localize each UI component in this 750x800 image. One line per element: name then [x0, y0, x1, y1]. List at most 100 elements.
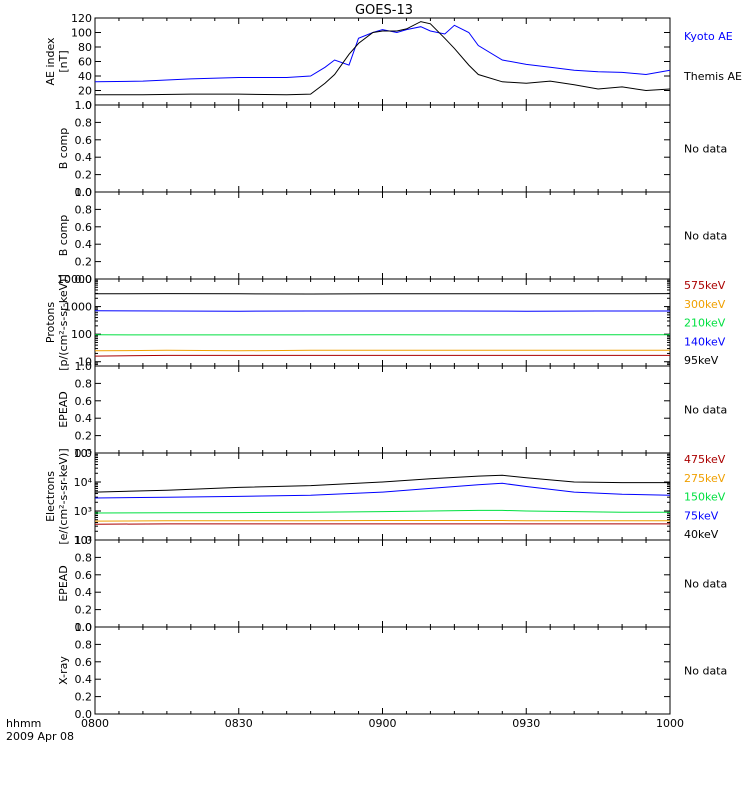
panel-bcomp2: 0.0 0.2 0.4 0.6 0.8 1.0 B comp No data: [57, 186, 727, 286]
y-tick-label: 0.6: [75, 221, 93, 234]
y-tick-label: 10⁴: [74, 476, 93, 489]
no-data-label: No data: [684, 143, 727, 156]
y-axis-label: EPEAD: [57, 391, 70, 428]
y-tick-label: 1.0: [75, 360, 93, 373]
y-tick-label: 1.0: [75, 99, 93, 112]
y-tick-label: 0: [85, 99, 92, 112]
y-axis-label: Protons: [44, 302, 57, 343]
panel-frame: [94, 626, 671, 715]
panel-xray: 0.0 0.2 0.4 0.6 0.8 1.0 X-ray No data: [57, 621, 727, 721]
panel-frame: [94, 452, 671, 541]
y-tick-label: 0.2: [75, 169, 93, 182]
y-tick-label: 0.0: [75, 708, 93, 721]
panel-electrons: 10² 10³ 10⁴ 10⁵ Electrons [e/(cm²-s-sr-keV)] 4…: [44, 447, 726, 547]
y-tick-label: 0.8: [75, 116, 93, 129]
x-tick-label: 0830: [225, 717, 253, 730]
legend-entry: 75keV: [684, 509, 719, 522]
y-tick-label: 0.8: [75, 551, 93, 564]
series-line-kyoto-ae: [94, 24, 671, 83]
x-tick-label: 0800: [81, 717, 109, 730]
series-line-themis-ae: [95, 21, 671, 96]
y-tick-label: 0.4: [75, 412, 93, 425]
y-tick-label: 10000: [57, 273, 92, 286]
legend-entry: Themis AE: [683, 70, 742, 83]
series-line-300kev: [94, 349, 670, 352]
panel-epead1: 0.0 0.2 0.4 0.6 0.8 1.0 EPEAD No data: [57, 360, 727, 460]
y-tick-label: 1.0: [75, 186, 93, 199]
series-line-575kev: [94, 354, 670, 357]
legend-entry: 575keV: [684, 279, 726, 292]
y-tick-label: 100: [71, 328, 92, 341]
figure-title: GOES-13: [355, 3, 413, 18]
y-axis-label: B comp: [57, 128, 70, 170]
y-tick-label: 1.0: [75, 534, 93, 547]
y-tick-label: 0.0: [75, 447, 93, 460]
y-tick-label: 0.6: [75, 134, 93, 147]
no-data-label: No data: [684, 404, 727, 417]
legend-entry: 40keV: [684, 528, 719, 541]
panel-frame: [94, 539, 671, 628]
y-tick-label: 60: [78, 56, 92, 69]
series-line-150kev: [94, 509, 670, 514]
y-tick-label: 80: [78, 41, 92, 54]
panel-frame: [94, 278, 671, 367]
y-tick-label: 100: [71, 27, 92, 40]
y-tick-label: 0.4: [75, 238, 93, 251]
y-tick-label: 40: [78, 70, 92, 83]
y-tick-label: 0.0: [75, 186, 93, 199]
series-line-275kev: [94, 520, 670, 522]
y-axis-label: X-ray: [57, 656, 70, 685]
y-tick-label: 1.0: [75, 621, 93, 634]
y-axis-label: Electrons: [44, 471, 57, 522]
x-axis: 0800 0830 0900 0930 1000: [81, 717, 684, 730]
y-tick-label: 0.6: [75, 656, 93, 669]
y-tick-label: 0.2: [75, 256, 93, 269]
legend-entry: 140keV: [684, 335, 726, 348]
y-tick-label: 0.0: [75, 273, 93, 286]
y-axis-unit: [nT]: [57, 50, 70, 72]
y-tick-label: 10⁵: [74, 447, 92, 460]
y-axis-label: B comp: [57, 215, 70, 257]
panel-protons: 10 100 1000 10000 Protons [p/(cm²-s-sr-keV)] 5…: [44, 273, 726, 371]
x-tick-label: 0930: [512, 717, 540, 730]
y-tick-label: 20: [78, 85, 92, 98]
date-label: 2009 Apr 08: [6, 730, 74, 743]
y-tick-label: 0.2: [75, 691, 93, 704]
panel-frame: [94, 104, 671, 193]
y-tick-label: 0.6: [75, 395, 93, 408]
y-tick-label: 0.2: [75, 604, 93, 617]
legend-entry: 275keV: [684, 472, 726, 485]
y-tick-label: 0.4: [75, 673, 93, 686]
y-tick-label: 0.6: [75, 569, 93, 582]
panel-epead2: 0.0 0.2 0.4 0.6 0.8 1.0 EPEAD No data: [57, 534, 727, 634]
panel-frame: [94, 365, 671, 454]
legend-entry: 95keV: [684, 354, 719, 367]
series-line-40kev: [94, 474, 670, 493]
no-data-label: No data: [684, 578, 727, 591]
legend-entry: 475keV: [684, 453, 726, 466]
y-tick-label: 10²: [74, 534, 92, 547]
legend-entry: 150keV: [684, 491, 726, 504]
no-data-label: No data: [684, 230, 727, 243]
y-axis-label: AE index: [44, 37, 57, 86]
x-tick-label: 1000: [656, 717, 684, 730]
y-axis-unit: [p/(cm²-s-sr-keV)]: [57, 274, 70, 371]
y-tick-label: 0.8: [75, 638, 93, 651]
x-tick-label: 0900: [369, 717, 397, 730]
x-unit-label: hhmm: [6, 717, 41, 730]
panel-frame: [94, 191, 671, 280]
y-tick-label: 0.0: [75, 621, 93, 634]
y-tick-label: 0.8: [75, 203, 93, 216]
no-data-label: No data: [684, 665, 727, 678]
y-axis-unit: [e/(cm²-s-sr-keV)]: [57, 448, 70, 544]
y-tick-label: 0.8: [75, 377, 93, 390]
y-tick-label: 1000: [64, 301, 92, 314]
panel-bcomp1: 0.0 0.2 0.4 0.6 0.8 1.0 B comp No data: [57, 99, 727, 199]
y-tick-label: 0.2: [75, 430, 93, 443]
legend-entry: 300keV: [684, 298, 726, 311]
y-tick-label: 0.4: [75, 151, 93, 164]
y-tick-label: 10³: [74, 505, 92, 518]
